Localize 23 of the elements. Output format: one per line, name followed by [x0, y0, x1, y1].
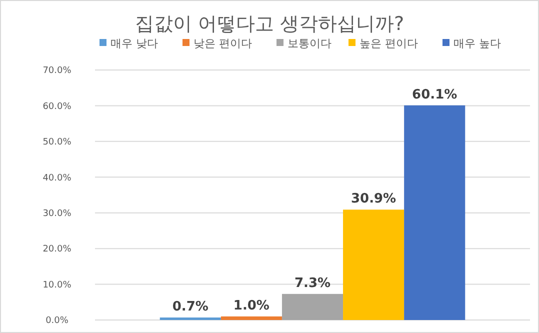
bar — [343, 210, 404, 320]
bar — [220, 316, 282, 320]
legend-label: 매우 높다 — [454, 37, 501, 50]
y-tick-label: 0.0% — [46, 316, 69, 326]
data-label: 0.7% — [172, 300, 208, 314]
legend-label: 보통이다 — [288, 37, 332, 50]
data-label: 7.3% — [294, 276, 331, 291]
y-tick-label: 20.0% — [42, 244, 72, 255]
y-tick-label: 50.0% — [42, 138, 72, 148]
y-tick-label: 60.0% — [42, 102, 72, 112]
chart-title: 집값이 어떻다고 생각하십니까? — [134, 13, 404, 35]
y-tick-label: 70.0% — [42, 66, 72, 76]
data-label: 1.0% — [233, 298, 270, 314]
y-tick-label: 30.0% — [42, 209, 72, 220]
data-label: 30.9% — [351, 192, 396, 207]
legend-label: 매우 낮다 — [110, 37, 158, 50]
bar — [282, 294, 344, 320]
y-tick-label: 10.0% — [42, 280, 72, 290]
data-label: 60.1% — [412, 87, 458, 102]
legend-label: 낮은 편이다 — [194, 37, 252, 50]
legend-label: 높은 편이다 — [360, 37, 418, 50]
y-tick-label: 40.0% — [42, 173, 72, 184]
bar — [404, 105, 466, 320]
